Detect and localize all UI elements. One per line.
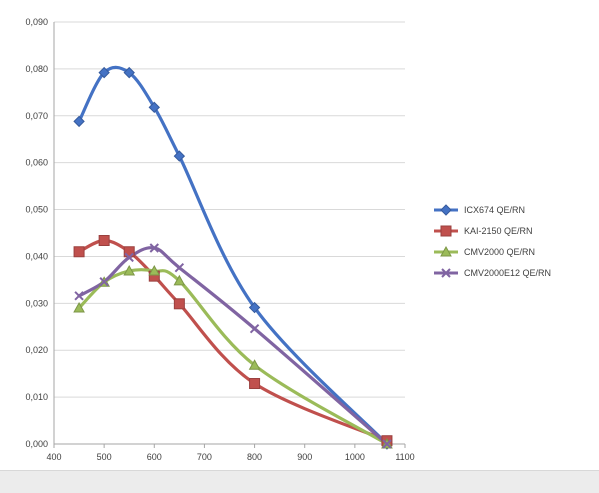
y-tick-label: 0,070 xyxy=(25,111,48,121)
data-point-series-3 xyxy=(248,359,261,370)
data-point-series-1 xyxy=(248,301,261,314)
x-tick-label: 500 xyxy=(97,452,112,462)
legend-marker xyxy=(440,225,452,237)
y-tick-label: 0,040 xyxy=(25,251,48,261)
data-point-series-1 xyxy=(123,66,135,79)
y-tick-label: 0,080 xyxy=(25,64,48,74)
x-tick-label: 1000 xyxy=(345,452,365,462)
data-point-series-4 xyxy=(74,291,84,301)
line-chart: 0,000 0,010 0,020 0,030 0,040 0,050 0,060 0,070… xyxy=(25,17,551,462)
data-point-series-1 xyxy=(98,66,110,79)
y-tick-label: 0,020 xyxy=(25,345,48,355)
x-tick-label: 800 xyxy=(247,452,262,462)
data-point-series-4 xyxy=(249,323,260,334)
legend-label: CMV2000 QE/RN xyxy=(464,247,535,257)
x-tick-label: 700 xyxy=(197,452,212,462)
data-point-series-1 xyxy=(73,115,85,128)
y-tick-label: 0,030 xyxy=(25,298,48,308)
x-tick-label: 1100 xyxy=(395,452,414,462)
data-point-series-1 xyxy=(148,101,160,114)
data-point-series-3 xyxy=(173,274,186,286)
data-point-series-2 xyxy=(249,378,261,390)
legend-label: CMV2000E12 QE/RN xyxy=(464,268,551,278)
data-point-series-4 xyxy=(99,277,109,287)
legend-marker xyxy=(440,204,452,216)
legend-label: KAI-2150 QE/RN xyxy=(464,226,533,236)
legend-marker xyxy=(441,268,451,278)
series-markers xyxy=(73,66,393,450)
data-point-series-2 xyxy=(173,298,185,310)
data-point-series-3 xyxy=(123,264,136,276)
data-point-series-4 xyxy=(174,262,185,273)
data-point-series-1 xyxy=(173,150,186,162)
x-tick-label: 600 xyxy=(147,452,162,462)
gridlines xyxy=(54,21,405,398)
series-line-3 xyxy=(77,268,389,446)
data-point-series-4 xyxy=(149,243,159,253)
data-point-series-3 xyxy=(73,301,85,313)
y-tick-label: 0,000 xyxy=(25,439,48,449)
data-point-series-2 xyxy=(73,246,85,258)
y-tick-label: 0,090 xyxy=(25,17,48,27)
legend-label: ICX674 QE/RN xyxy=(464,205,525,215)
x-tick-label: 900 xyxy=(297,452,312,462)
data-point-series-3 xyxy=(148,264,161,276)
data-point-series-2 xyxy=(98,235,110,247)
y-tick-label: 0,050 xyxy=(25,205,48,215)
axes xyxy=(53,22,406,448)
data-point-series-4 xyxy=(382,439,392,449)
data-point-series-4 xyxy=(124,252,134,263)
y-tick-label: 0,010 xyxy=(25,392,48,402)
legend: ICX674 QE/RN KAI-2150 QE/RN CMV2000 QE/RN C… xyxy=(434,204,551,278)
x-axis-tick-labels: 400 500 600 700 800 900 1000 1100 xyxy=(46,452,414,462)
legend-marker xyxy=(440,245,452,257)
y-tick-label: 0,060 xyxy=(25,158,48,168)
bottom-strip xyxy=(0,470,599,493)
y-axis-tick-labels: 0,000 0,010 0,020 0,030 0,040 0,050 0,060 0,070… xyxy=(25,17,48,449)
x-tick-label: 400 xyxy=(46,452,61,462)
